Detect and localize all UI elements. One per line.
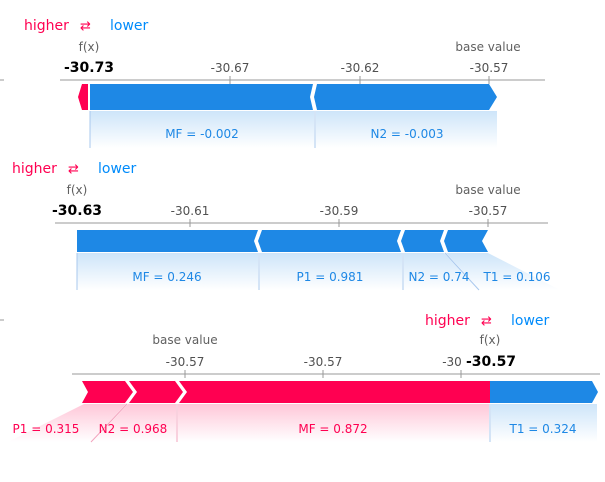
feature-region-t1 <box>491 404 597 442</box>
tick-label: -30 <box>442 355 462 369</box>
feature-region-n2 <box>92 404 176 442</box>
legend-arrows-icon: ⇄ <box>80 19 91 34</box>
feature-region-n2 <box>404 253 480 290</box>
feature-label-mf: MF = 0.246 <box>132 270 201 284</box>
tick-label: -30.57 <box>470 61 509 75</box>
base-value-label: base value <box>455 183 520 197</box>
feature-label-t1: T1 = 0.106 <box>482 270 550 284</box>
tick-label: -30.67 <box>211 61 250 75</box>
feature-region-n2 <box>316 111 497 148</box>
feature-label-mf: MF = -0.002 <box>165 127 239 141</box>
legend-higher: higher <box>24 18 69 34</box>
feature-region-mf <box>178 404 489 442</box>
tick-label: -30.62 <box>341 61 380 75</box>
feature-label-t1: T1 = 0.324 <box>508 422 576 436</box>
force-plot-1: higher ⇄ lower f(x) base value -30.67 -3… <box>0 18 545 148</box>
tick-label: -30.57 <box>469 204 508 218</box>
legend-lower: lower <box>511 313 550 329</box>
tick-label: -30.59 <box>320 204 359 218</box>
feature-label-n2: N2 = -0.003 <box>371 127 444 141</box>
force-bar-n2 <box>314 84 497 110</box>
feature-region-p1 <box>260 253 402 290</box>
force-plot-3: higher ⇄ lower base value f(x) -30.57 -3… <box>0 313 600 443</box>
legend-arrows-icon: ⇄ <box>68 162 79 177</box>
force-bar-mf <box>90 84 313 110</box>
legend-lower: lower <box>110 18 149 34</box>
feature-region-mf <box>77 253 258 290</box>
feature-label-p1: P1 = 0.315 <box>13 422 80 436</box>
fx-label: f(x) <box>67 183 88 197</box>
feature-label-p1: P1 = 0.981 <box>297 270 364 284</box>
fx-label: f(x) <box>480 333 501 347</box>
legend-higher: higher <box>425 313 470 329</box>
force-bar-p1 <box>258 230 401 252</box>
fx-value: -30.63 <box>52 203 102 219</box>
force-bar-t1 <box>444 230 488 252</box>
tick-label: -30.61 <box>171 204 210 218</box>
force-plot-2: higher ⇄ lower f(x) base value -30.61 -3… <box>12 161 560 291</box>
legend-lower: lower <box>98 161 137 177</box>
feature-region-t1 <box>446 253 560 290</box>
force-bar-n2 <box>129 381 183 403</box>
base-value-label: base value <box>455 40 520 54</box>
legend-higher: higher <box>12 161 57 177</box>
fx-label: f(x) <box>79 40 100 54</box>
feature-region-p1 <box>8 404 126 442</box>
force-bar-t1 <box>490 381 598 403</box>
fx-value: -30.73 <box>64 60 114 76</box>
force-bar-mf <box>77 230 258 252</box>
feature-label-n2: N2 = 0.968 <box>99 422 168 436</box>
tick-label: -30.57 <box>304 355 343 369</box>
force-bar-n2 <box>401 230 444 252</box>
feature-label-mf: MF = 0.872 <box>298 422 367 436</box>
feature-divider <box>444 252 480 291</box>
feature-divider <box>90 403 128 443</box>
tick-label: -30.57 <box>166 355 205 369</box>
fx-value: -30.57 <box>466 354 516 370</box>
force-bar-positive <box>78 84 88 110</box>
legend-arrows-icon: ⇄ <box>481 314 492 329</box>
force-bar-mf <box>179 381 490 403</box>
feature-region-mf <box>90 111 314 148</box>
feature-label-n2: N2 = 0.74 <box>408 270 469 284</box>
force-bar-p1 <box>82 381 133 403</box>
base-value-label: base value <box>152 333 217 347</box>
